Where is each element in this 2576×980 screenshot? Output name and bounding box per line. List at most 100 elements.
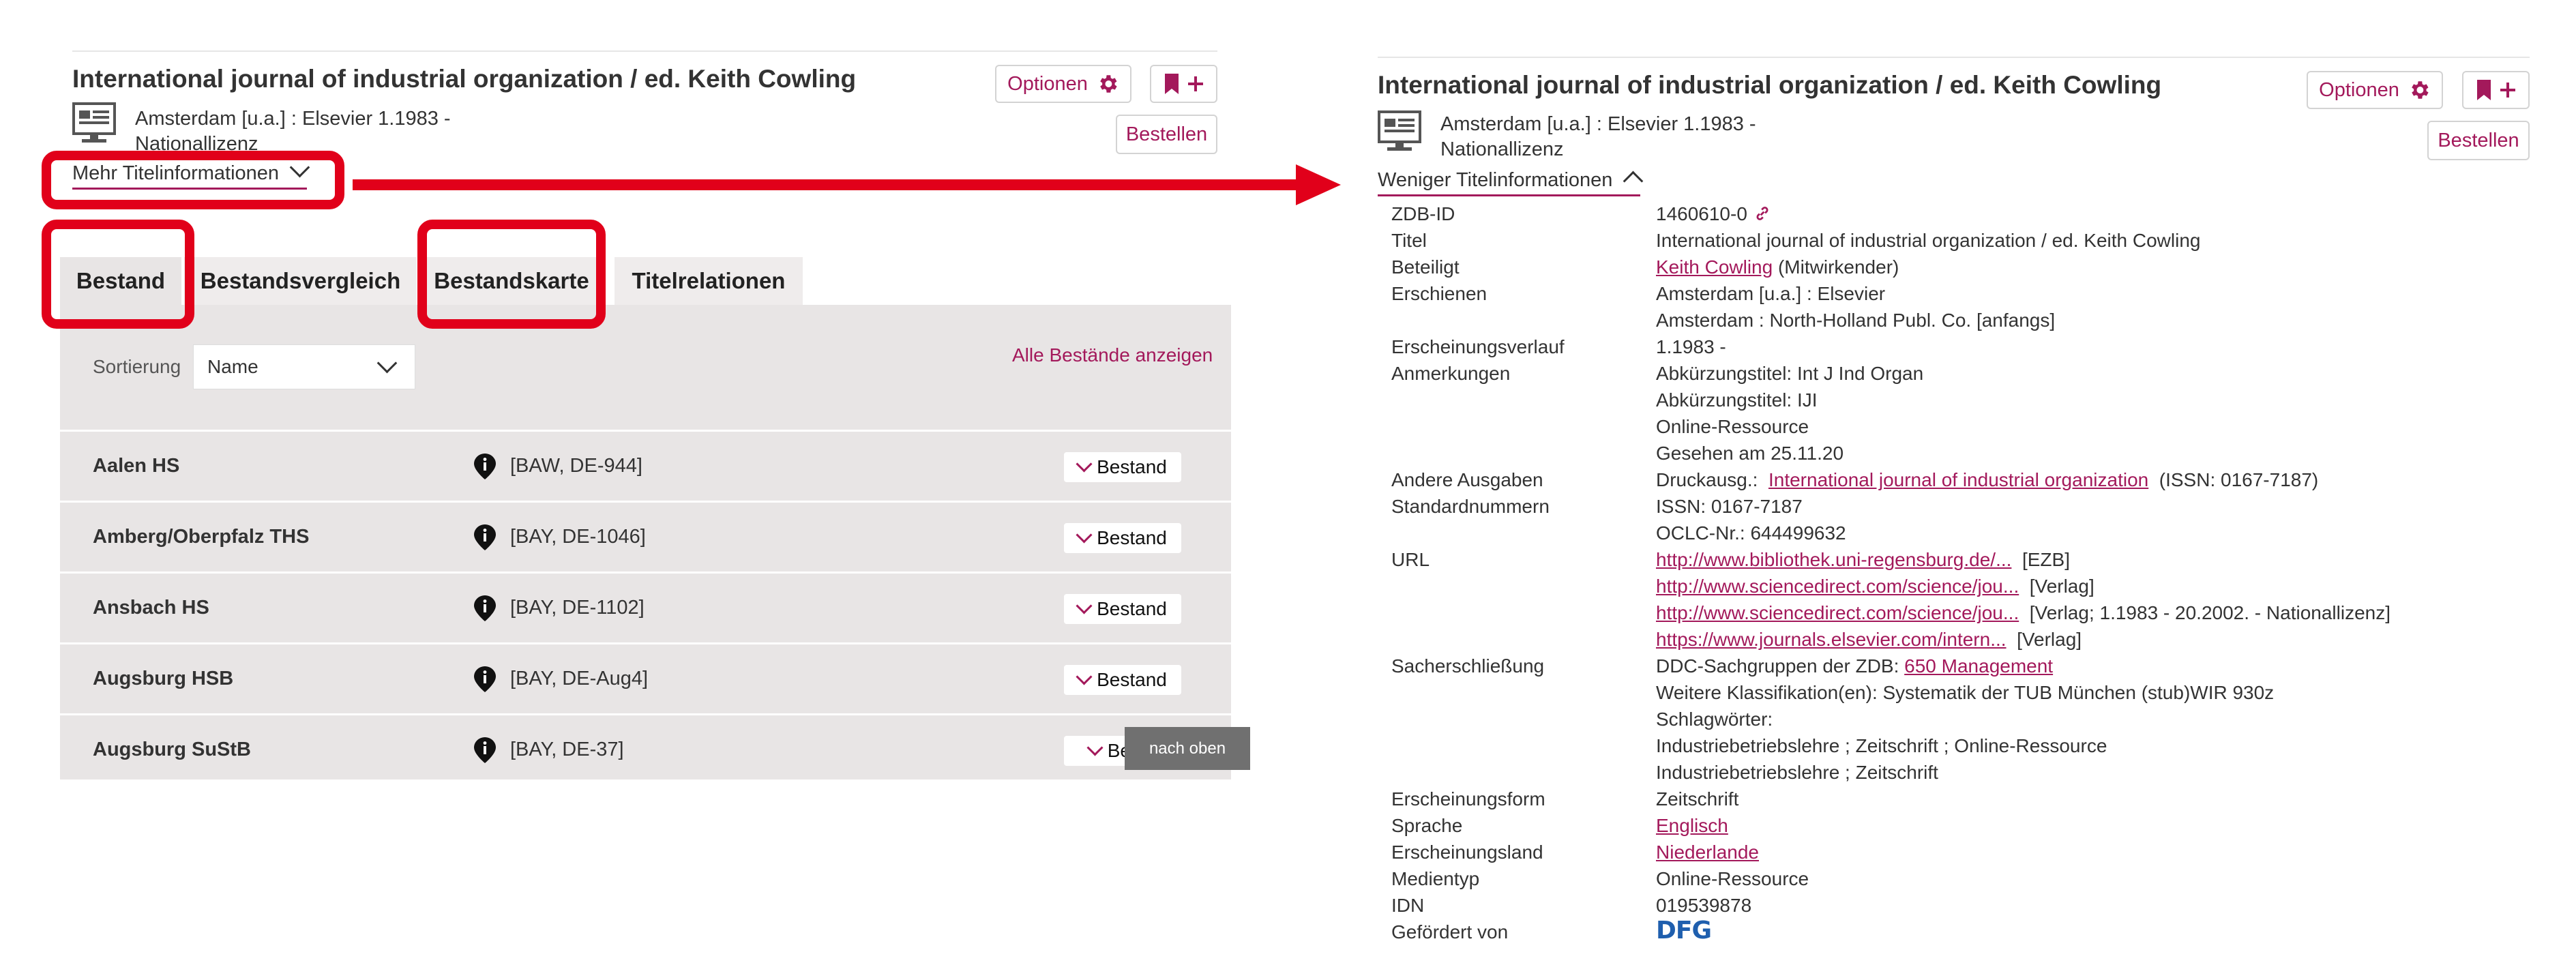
detail-label: Andere Ausgaben [1391, 469, 1543, 490]
bookmark-add-button[interactable] [1150, 65, 1217, 103]
info-marker-icon[interactable] [474, 666, 496, 692]
tab-label: Bestandsvergleich [200, 268, 401, 293]
top-divider [72, 50, 1217, 52]
optionen-button[interactable]: Optionen [995, 65, 1131, 103]
detail-label: Standardnummern [1391, 496, 1550, 517]
bookmark-icon [1164, 74, 1179, 94]
url-link[interactable]: http://www.sciencedirect.com/science/jou… [1656, 576, 2019, 597]
other-edition-link[interactable]: International journal of industrial orga… [1768, 469, 2149, 490]
detail-value-zdb: 1460610-0 [1656, 203, 1772, 225]
publication-line: Amsterdam [u.a.] : Elsevier 1.1983 - [135, 108, 451, 130]
info-marker-icon[interactable] [474, 595, 496, 621]
page-title: International journal of industrial orga… [1378, 71, 2162, 99]
url-note: [EZB] [2022, 549, 2070, 570]
detail-label: Titel [1391, 230, 1427, 251]
detail-value: 019539878 [1656, 895, 1752, 916]
back-to-top-button[interactable]: nach oben [1125, 727, 1250, 770]
bestellen-button[interactable]: Bestellen [1116, 115, 1217, 154]
language-link[interactable]: Englisch [1656, 815, 1728, 836]
url-link[interactable]: http://www.bibliothek.uni-regensburg.de/… [1656, 549, 2012, 570]
optionen-label: Optionen [2319, 78, 2399, 101]
library-code: [BAW, DE-944] [510, 455, 642, 477]
show-all-holdings-link[interactable]: Alle Bestände anzeigen [1012, 344, 1213, 366]
ddc-link[interactable]: 650 Management [1904, 655, 2054, 677]
tab-label: Bestandskarte [434, 268, 589, 293]
contributor-link[interactable]: Keith Cowling [1656, 256, 1773, 278]
more-title-info-toggle[interactable]: Mehr Titelinformationen [72, 157, 310, 190]
sort-label: Sortierung [93, 356, 181, 377]
license-line: Nationallizenz [1440, 138, 1564, 160]
url-link[interactable]: http://www.sciencedirect.com/science/jou… [1656, 602, 2019, 623]
chevron-down-icon [1076, 668, 1093, 685]
bestand-toggle-button[interactable]: Bestand [1064, 665, 1181, 695]
less-title-info-toggle[interactable]: Weniger Titelinformationen [1378, 169, 1644, 196]
gear-icon [1100, 75, 1117, 93]
bookmark-add-button[interactable] [2462, 71, 2530, 109]
sort-select[interactable]: Name [193, 344, 415, 389]
detail-value: Abkürzungstitel: Int J Ind Organ [1656, 363, 1924, 384]
publication-info: Amsterdam [u.a.] : Elsevier 1.1983 - Nat… [1440, 112, 1756, 162]
bestand-toggle-button[interactable]: Bestand [1064, 452, 1181, 482]
detail-label: Sacherschließung [1391, 655, 1545, 677]
bestellen-button[interactable]: Bestellen [2427, 121, 2530, 160]
url-note: [Verlag] [2029, 576, 2094, 597]
bestand-toggle-button[interactable]: Bestand [1064, 523, 1181, 553]
detail-value: 1.1983 - [1656, 336, 1726, 357]
detail-label: Erscheinungsverlauf [1391, 336, 1565, 357]
info-marker-icon[interactable] [474, 737, 496, 763]
link-icon[interactable] [1753, 204, 1772, 223]
bestand-toggle-button[interactable]: Bestand [1064, 594, 1181, 624]
info-marker-icon[interactable] [474, 524, 496, 550]
library-name: Augsburg SuStB [93, 739, 251, 760]
tab-bestandsvergleich[interactable]: Bestandsvergleich [184, 257, 417, 305]
optionen-button[interactable]: Optionen [2307, 71, 2443, 109]
detail-value: Weitere Klassifikation(en): Systematik d… [1656, 682, 2275, 703]
more-title-info-label: Mehr Titelinformationen [72, 162, 280, 184]
chevron-down-icon [376, 353, 398, 374]
detail-label: Anmerkungen [1391, 363, 1511, 384]
other-edition-issn: (ISSN: 0167-7187) [2159, 469, 2319, 490]
holding-row: Augsburg SuStB [BAY, DE-37] Besta [60, 713, 1231, 779]
library-code: [BAY, DE-37] [510, 739, 624, 760]
plus-icon [1187, 76, 1203, 91]
tab-bestandskarte[interactable]: Bestandskarte [420, 257, 603, 305]
info-marker-icon[interactable] [474, 454, 496, 479]
highlight-box-more-info [42, 151, 344, 209]
tab-titelrelationen[interactable]: Titelrelationen [615, 257, 803, 305]
detail-value: Schlagwörter: [1656, 709, 1773, 730]
library-code: [BAY, DE-Aug4] [510, 668, 649, 689]
url-note: [Verlag] [2017, 629, 2082, 650]
chevron-down-icon [1076, 455, 1093, 473]
detail-value: Zeitschrift [1656, 788, 1739, 810]
holding-row: Aalen HS [BAW, DE-944] Bestand [60, 430, 1231, 501]
url-link[interactable]: https://www.journals.elsevier.com/intern… [1656, 629, 2007, 650]
detail-value: Industriebetriebslehre ; Zeitschrift ; O… [1656, 735, 2107, 756]
detail-label: Erschienen [1391, 283, 1487, 304]
page-title: International journal of industrial orga… [72, 65, 857, 93]
library-code: [BAY, DE-1046] [510, 526, 646, 548]
library-name: Augsburg HSB [93, 668, 234, 689]
detail-label: Sprache [1391, 815, 1463, 836]
detail-label: Erscheinungsform [1391, 788, 1545, 810]
detail-value: Online-Ressource [1656, 416, 1809, 437]
bestellen-label: Bestellen [2438, 129, 2519, 151]
detail-value: DDC-Sachgruppen der ZDB: 650 Management [1656, 655, 2053, 677]
holding-row: Amberg/Oberpfalz THS [BAY, DE-1046] Best… [60, 501, 1231, 571]
library-code: [BAY, DE-1102] [510, 597, 645, 619]
detail-label: Gefördert von [1391, 921, 1509, 942]
arrow-shaft [353, 179, 1301, 190]
library-name: Amberg/Oberpfalz THS [93, 526, 310, 548]
detail-value: https://www.journals.elsevier.com/intern… [1656, 629, 2082, 651]
detail-value: http://www.bibliothek.uni-regensburg.de/… [1656, 549, 2070, 571]
tab-bestand[interactable]: Bestand [60, 257, 181, 305]
country-link[interactable]: Niederlande [1656, 842, 1759, 863]
chevron-down-icon [1076, 597, 1093, 614]
bestellen-label: Bestellen [1125, 123, 1208, 145]
library-name: Ansbach HS [93, 597, 209, 619]
chevron-down-icon [1086, 739, 1104, 756]
library-name: Aalen HS [93, 455, 180, 477]
detail-value: Gesehen am 25.11.20 [1656, 443, 1844, 464]
detail-value: Keith Cowling (Mitwirkender) [1656, 256, 1899, 278]
detail-label: Medientyp [1391, 868, 1480, 889]
contributor-role: (Mitwirkender) [1777, 256, 1899, 278]
